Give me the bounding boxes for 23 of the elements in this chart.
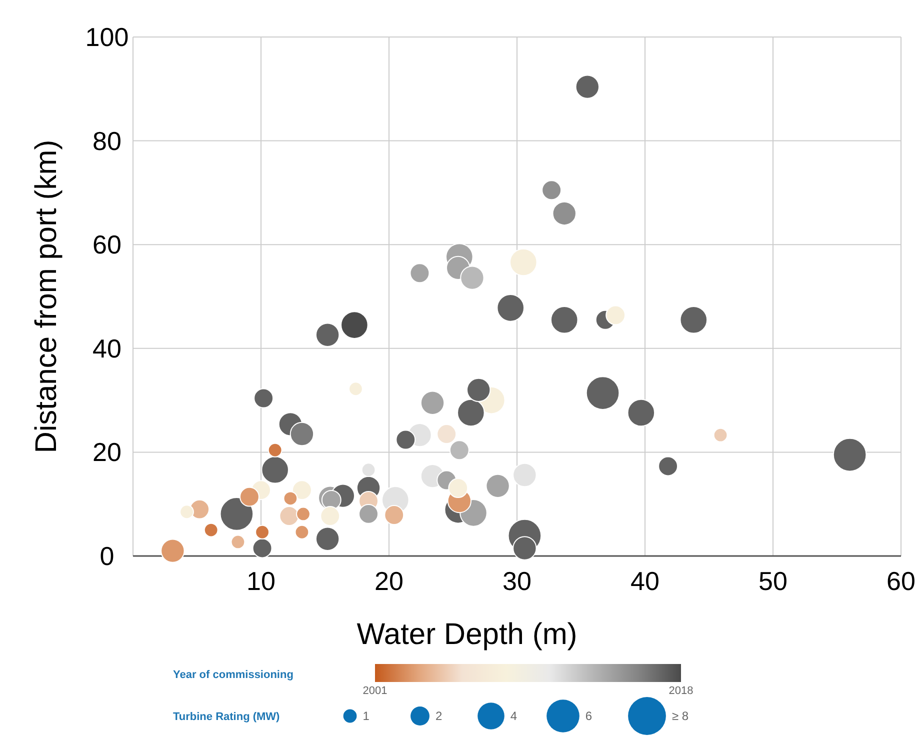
y-axis-title: Distance from port (km)	[30, 140, 63, 454]
x-tick-label: 50	[758, 566, 788, 596]
color-bar-title: Year of commissioning	[173, 669, 294, 681]
x-tick-label: 40	[630, 566, 660, 596]
y-tick-label: 20	[92, 437, 122, 468]
color-bar-label: 2018	[668, 685, 694, 697]
y-tick-label: 40	[92, 333, 122, 364]
y-tick-label: 0	[100, 541, 114, 571]
y-tick-label: 100	[85, 22, 129, 52]
x-tick-label: 30	[502, 566, 532, 596]
x-tick-label: 10	[246, 566, 276, 596]
y-tick-label: 80	[92, 126, 122, 156]
x-tick-label: 20	[374, 566, 404, 596]
legend-label: 2	[435, 709, 442, 723]
legend-label: 1	[362, 709, 370, 723]
color-bar-label: 2001	[362, 685, 388, 697]
y-tick-label: 60	[92, 230, 122, 260]
x-axis-title: Water Depth (m)	[356, 618, 578, 651]
legend-label: 6	[585, 709, 592, 723]
x-tick-label: 60	[886, 566, 916, 596]
legend-title: Turbine Rating (MW)	[173, 711, 280, 723]
legend-label: 4	[510, 709, 518, 723]
legend-label: ≥ 8	[672, 709, 689, 723]
